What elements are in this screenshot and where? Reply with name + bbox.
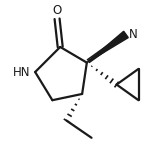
Polygon shape <box>87 31 128 63</box>
Text: HN: HN <box>13 65 30 79</box>
Text: O: O <box>52 4 62 17</box>
Text: N: N <box>129 28 138 41</box>
